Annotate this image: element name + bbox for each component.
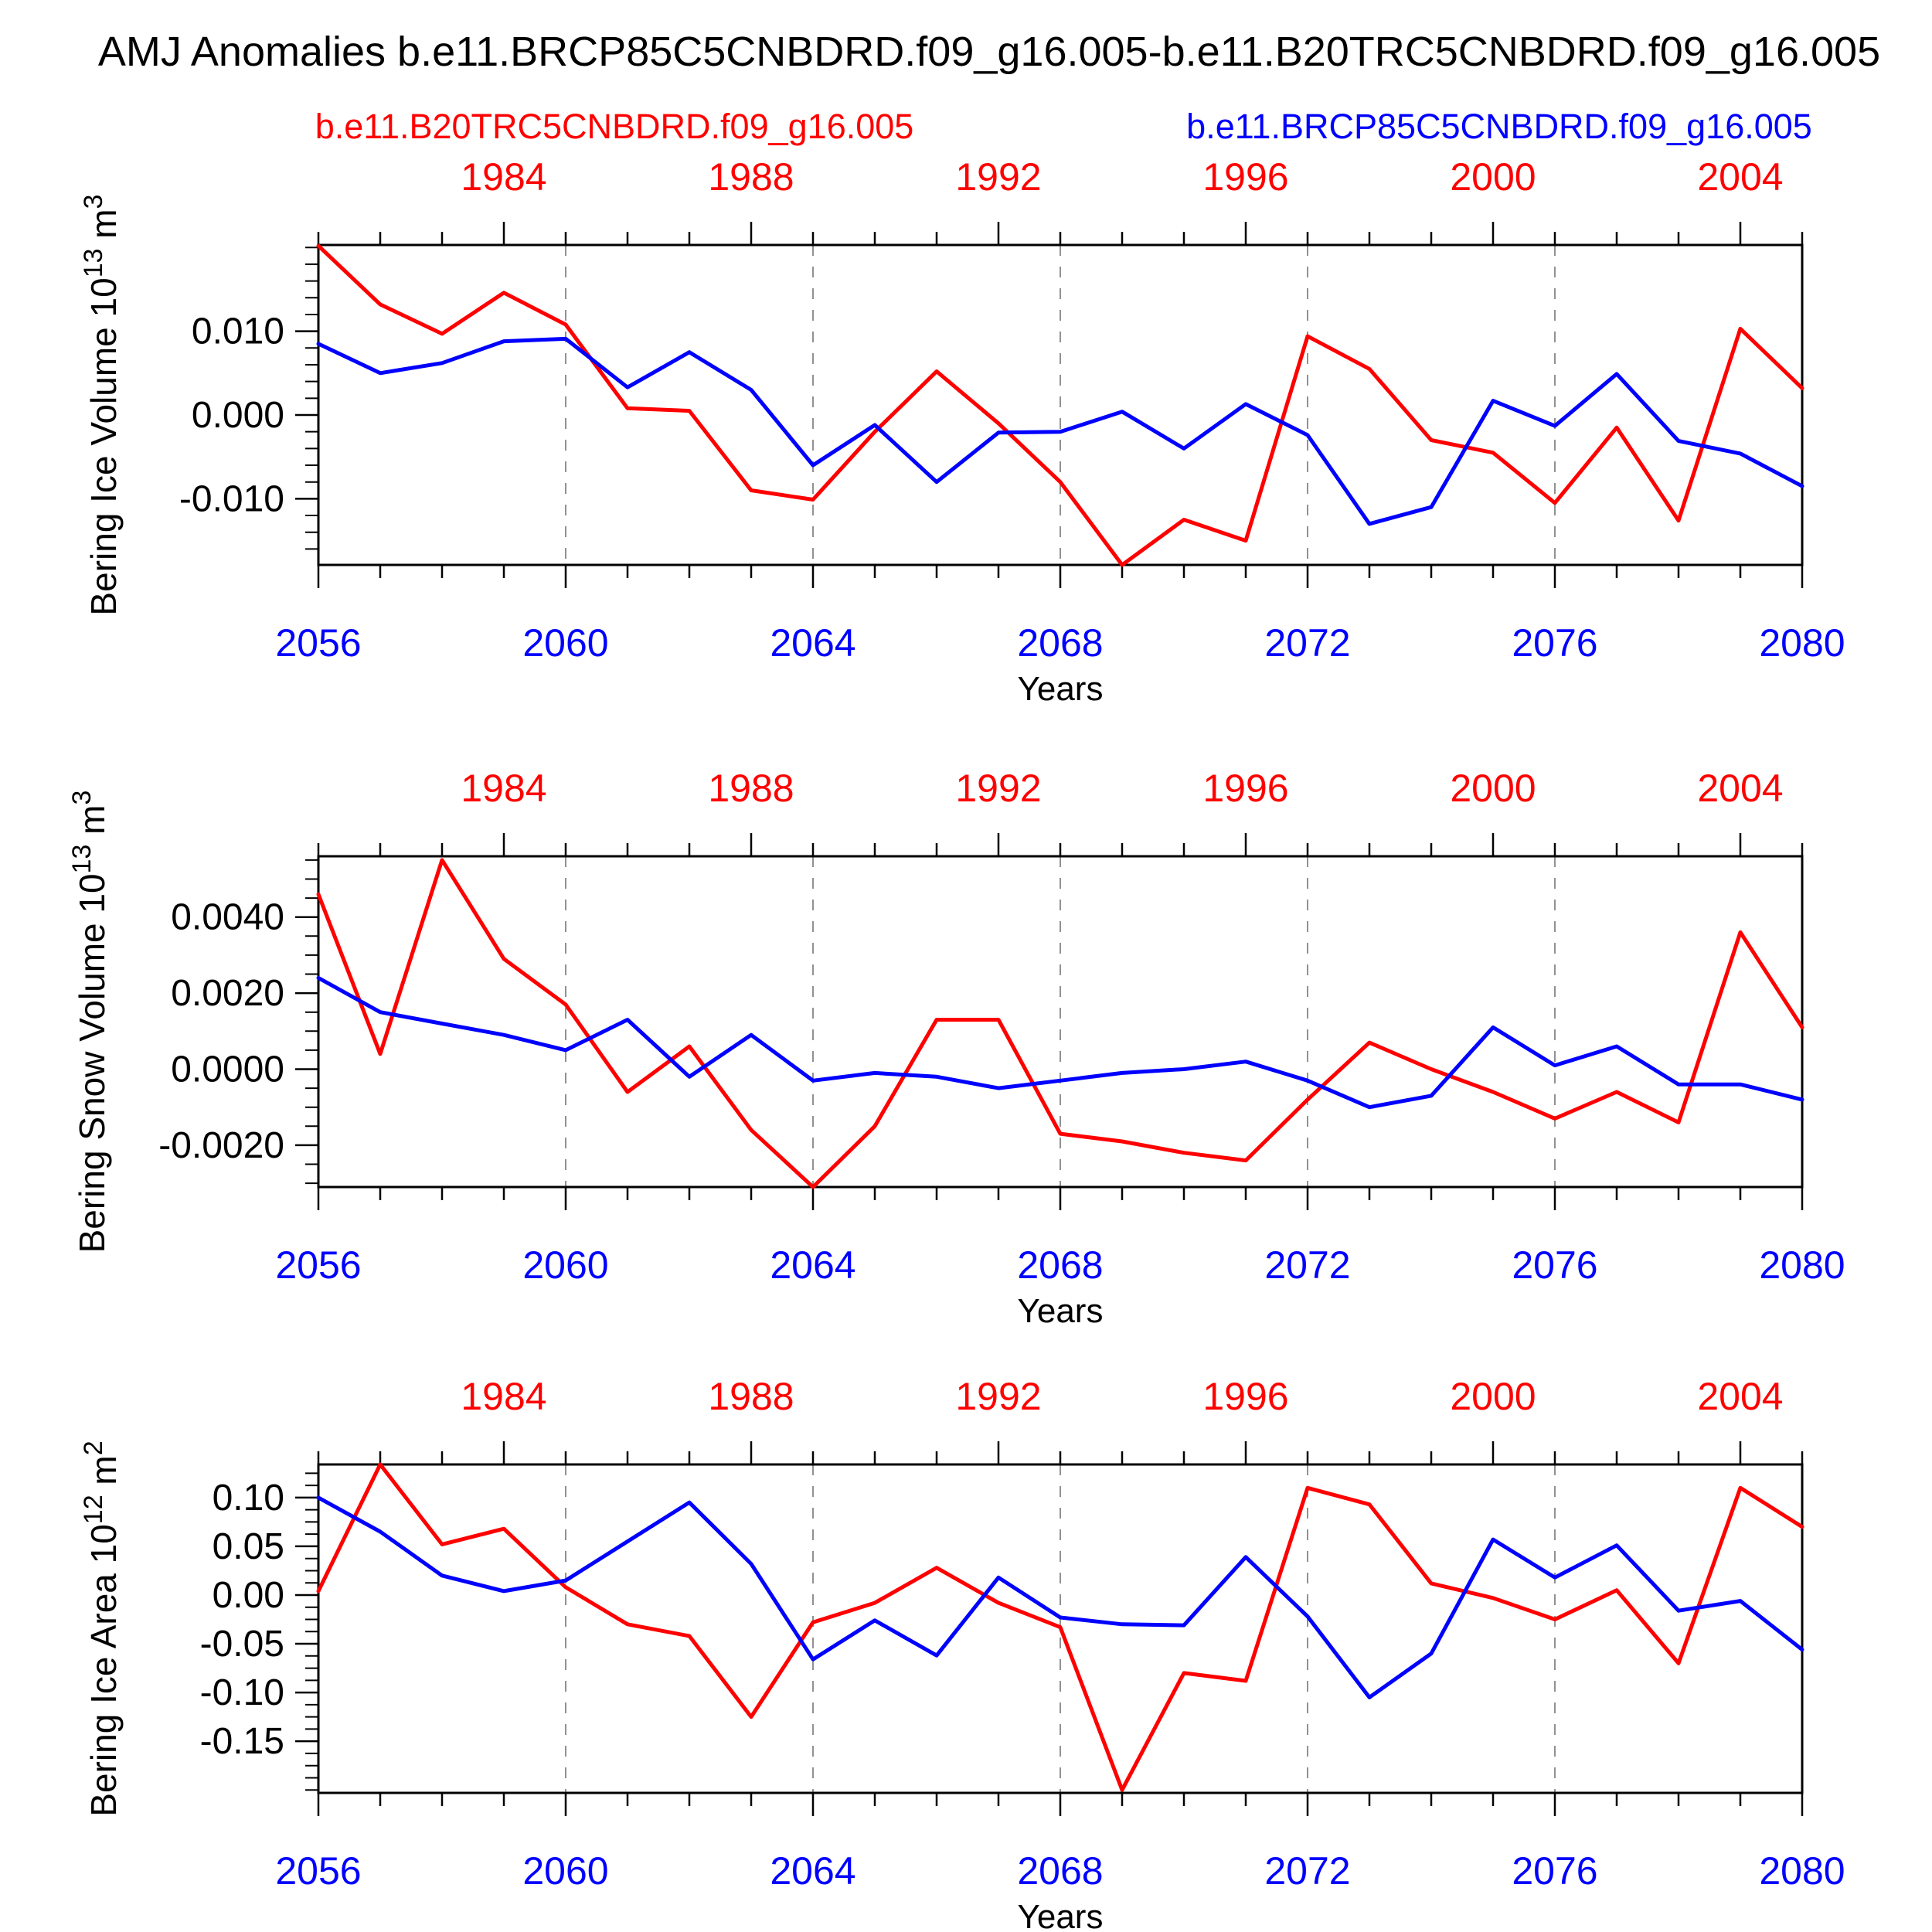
x-top-year-label: 1996 — [1202, 1375, 1288, 1418]
x-top-year-label: 1984 — [461, 155, 546, 199]
y-tick-label: 0.0000 — [171, 1049, 284, 1090]
panel-3-series-blue-line — [316, 1495, 1804, 1699]
y-tick-label: -0.010 — [179, 478, 284, 519]
y-tick-label: -0.05 — [200, 1624, 284, 1665]
x-top-year-label: 1988 — [708, 155, 794, 199]
x-bottom-year-label: 2076 — [1512, 1243, 1597, 1287]
panel-3: 1984 1988 1992 1996 2000 2004 2056 2060 2064 2068… — [79, 1375, 1845, 1932]
x-axis-title: Years — [1018, 1898, 1104, 1932]
x-top-year-label: 1988 — [708, 767, 794, 810]
x-bottom-year-label: 2080 — [1759, 1849, 1845, 1893]
x-bottom-year-label: 2060 — [522, 1243, 608, 1287]
y-tick-label: -0.10 — [200, 1672, 284, 1713]
x-bottom-year-label: 2076 — [1512, 621, 1597, 665]
page-title: AMJ Anomalies b.e11.BRCP85C5CNBDRD.f09_g… — [97, 29, 1881, 75]
y-tick-label: 0.0020 — [171, 973, 284, 1014]
x-top-year-label: 2004 — [1697, 1375, 1783, 1418]
y-tick-label: 0.000 — [192, 395, 284, 436]
x-bottom-year-label: 2064 — [770, 621, 855, 665]
x-bottom-year-label: 2080 — [1759, 621, 1845, 665]
x-top-year-label: 2000 — [1450, 767, 1536, 810]
x-top-year-label: 1996 — [1202, 155, 1288, 199]
x-bottom-year-label: 2076 — [1512, 1849, 1597, 1893]
y-tick-label: 0.010 — [192, 311, 284, 352]
y-tick-label: 0.00 — [213, 1575, 284, 1616]
x-bottom-year-label: 2068 — [1017, 1243, 1103, 1287]
x-bottom-year-label: 2060 — [522, 621, 608, 665]
x-top-year-label: 1984 — [461, 1375, 546, 1418]
panel-1: 1984 1988 1992 1996 2000 2004 2056 2060 2064 2068… — [79, 155, 1845, 708]
x-bottom-year-label: 2068 — [1017, 621, 1103, 665]
x-bottom-year-label: 2060 — [522, 1849, 608, 1893]
legend-blue-run-label: b.e11.BRCP85C5CNBDRD.f09_g16.005 — [1186, 107, 1812, 146]
x-top-year-label: 1988 — [708, 1375, 794, 1418]
x-top-year-label: 2004 — [1697, 767, 1783, 810]
x-bottom-year-label: 2056 — [275, 621, 361, 665]
x-top-year-label: 2000 — [1450, 155, 1536, 199]
x-top-year-label: 1992 — [955, 155, 1041, 199]
x-bottom-year-label: 2064 — [770, 1243, 855, 1287]
x-bottom-year-label: 2072 — [1264, 1243, 1350, 1287]
x-bottom-year-label: 2056 — [275, 1243, 361, 1287]
x-top-year-label: 1992 — [955, 1375, 1041, 1418]
y-tick-label: 0.0040 — [171, 897, 284, 938]
x-bottom-year-label: 2080 — [1759, 1243, 1845, 1287]
x-bottom-year-label: 2064 — [770, 1849, 855, 1893]
x-bottom-year-label: 2056 — [275, 1849, 361, 1893]
y-tick-label: 0.10 — [213, 1478, 284, 1519]
panel-2: 1984 1988 1992 1996 2000 2004 2056 2060 2064 2068… — [67, 767, 1845, 1330]
x-top-year-label: 1992 — [955, 767, 1041, 810]
y-tick-label: -0.15 — [200, 1721, 284, 1762]
y-axis-title: Bering Ice Volume 1013 m3 — [79, 194, 124, 615]
x-top-year-label: 2000 — [1450, 1375, 1536, 1418]
legend-red-run-label: b.e11.B20TRC5CNBDRD.f09_g16.005 — [315, 107, 914, 146]
panel-2-series-red-line — [316, 858, 1804, 1189]
panel-1-series-blue-line — [316, 336, 1804, 526]
panel-1-series-red-line — [316, 243, 1804, 567]
x-bottom-year-label: 2068 — [1017, 1849, 1103, 1893]
x-bottom-year-label: 2072 — [1264, 621, 1350, 665]
panel-2-series-blue-line — [316, 975, 1804, 1110]
x-top-year-label: 1984 — [461, 767, 546, 810]
y-axis-title: Bering Ice Area 1012 m2 — [79, 1440, 124, 1816]
x-bottom-year-label: 2072 — [1264, 1849, 1350, 1893]
y-tick-label: 0.05 — [213, 1526, 284, 1567]
x-axis-title: Years — [1018, 1292, 1104, 1330]
panel-3-series-red-line — [316, 1462, 1804, 1792]
x-top-year-label: 1996 — [1202, 767, 1288, 810]
y-axis-title: Bering Snow Volume 1013 m3 — [67, 791, 112, 1253]
x-top-year-label: 2004 — [1697, 155, 1783, 199]
x-axis-title: Years — [1018, 670, 1104, 708]
y-tick-label: -0.0020 — [158, 1125, 284, 1166]
